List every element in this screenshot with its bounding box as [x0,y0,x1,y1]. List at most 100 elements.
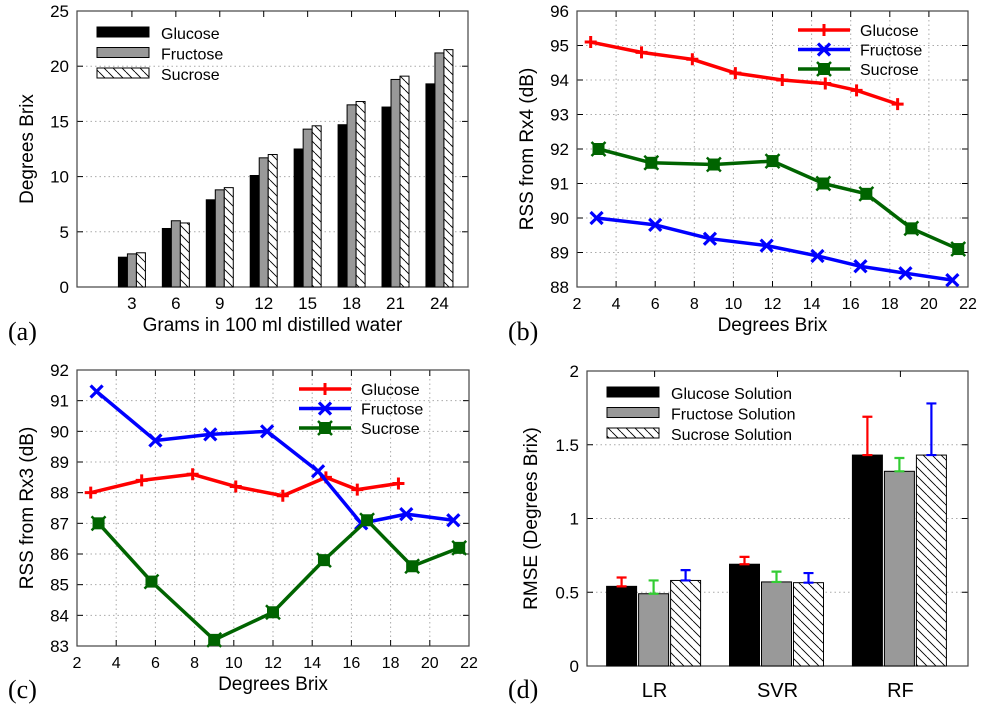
bar-fructose [126,253,137,288]
x-tick-label: SVR [757,680,798,702]
panel-label-d: (d) [508,675,538,704]
x-tick-label: 8 [690,296,699,313]
y-tick-label: 5 [60,223,69,242]
data-point-sucrose-cross [90,515,107,532]
x-tick-label: 18 [342,294,361,313]
series-line-glucose [90,472,399,498]
data-point-sucrose-cross [206,631,223,648]
x-tick-label: 3 [127,294,136,313]
bar-sucrose-solution [915,454,947,667]
bar-fructose [302,128,313,288]
y-tick-label: 92 [50,361,69,380]
x-tick-label: 10 [225,655,243,672]
legend-swatch [606,427,660,439]
data-point-fructose [589,210,604,226]
plot-frame [76,369,470,647]
legend-label: Fructose [361,402,423,419]
legend-label: Sucrose Solution [671,427,792,444]
data-point-fructose [810,248,825,264]
bar-sucrose [443,49,454,288]
bar-glucose [337,124,348,288]
y-tick-label: 89 [50,453,69,472]
x-tick-label: 20 [421,655,439,672]
data-point-sucrose-cross [764,153,781,169]
y-axis-label: RSS from Rx3 (dB) [17,427,38,590]
data-point-sucrose-cross [316,552,332,569]
bar-fructose [434,52,445,288]
x-tick-label: 4 [112,655,121,672]
legend-label: Sucrose [860,62,919,79]
panel-label-b: (b) [508,317,538,346]
error-bar [616,576,627,588]
data-point-fructose [853,259,868,274]
legend-label: Glucose [860,23,919,40]
data-point-sucrose-cross [590,141,607,157]
legend-marker [816,42,832,57]
data-point-fructose [148,433,163,448]
x-tick-label: LR [642,680,668,702]
x-tick-label: 16 [842,296,860,313]
data-point-glucose [584,36,597,49]
bar-chart-d: 0 0.5 1 1.5 2 RMSE (Degrees Brix) LR SVR RF Gluco… [521,362,969,702]
data-point-fructose [259,424,275,439]
data-point-sucrose-cross [265,604,281,621]
x-tick-label: 12 [764,296,782,313]
data-point-glucose [729,67,742,80]
x-tick-label: 16 [343,655,361,672]
legend-label: Sucrose [161,67,220,84]
y-tick-label: 0 [570,657,579,676]
x-tick-label: 10 [725,296,743,313]
error-bar [803,571,814,584]
line-chart-b: 2 4 6 8 10 12 14 16 18 20 22 88 89 90 91 92 93 94 95 96 RSS … [517,2,977,336]
data-point-glucose [850,84,863,97]
data-point-fructose [648,217,663,233]
legend-swatch [96,67,150,79]
x-tick-label: 6 [651,296,660,313]
bar-sucrose [135,252,146,288]
bar-chart-a: 0 5 10 15 20 25 Degrees Brix Grams in 100 ml di… [17,2,469,336]
bar-fructose [214,189,225,288]
y-tick-label: 90 [550,209,569,228]
bar-fructose [170,220,181,288]
data-point-sucrose-cross [858,185,875,202]
y-tick-label: 25 [50,2,69,21]
legend-label: Sucrose [361,421,420,438]
data-point-sucrose-cross [451,539,468,556]
y-axis-label: Degrees Brix [17,94,38,204]
error-bar [648,579,659,595]
x-tick-label: 22 [959,296,977,313]
data-point-sucrose-cross [404,558,421,575]
x-tick-label: 14 [303,655,321,672]
x-tick-label: 4 [612,296,621,313]
y-tick-label: 96 [550,2,569,21]
data-point-glucose [186,468,199,481]
panel-label-c: (c) [8,675,37,704]
y-tick-label: 20 [50,57,69,76]
x-axis-label: Grams in 100 ml distilled water [143,315,403,336]
bar-sucrose-solution [793,582,824,667]
y-tick-label: 85 [50,576,69,595]
y-tick-label: 93 [550,106,569,125]
bar-fructose-solution [638,593,670,667]
data-point-glucose [776,74,789,86]
x-axis-label: Degrees Brix [218,674,328,695]
data-point-fructose [898,266,913,281]
data-point-fructose [945,272,960,288]
y-tick-label: 94 [550,71,569,90]
bar-sucrose [223,187,234,288]
legend-label: Fructose [161,47,223,64]
error-bar [894,456,905,473]
plot-frame [576,10,969,288]
bar-sucrose [311,125,322,288]
data-point-fructose [399,507,414,522]
y-tick-label: 91 [50,392,69,411]
y-tick-label: 88 [50,484,69,503]
x-tick-label: 2 [573,296,582,313]
data-point-sucrose-cross [643,154,660,171]
series-line-fructose [596,216,953,282]
bar-sucrose [179,222,190,288]
data-point-fructose [759,238,774,253]
legend-label: Glucose [161,26,220,43]
x-tick-label: 6 [151,655,160,672]
